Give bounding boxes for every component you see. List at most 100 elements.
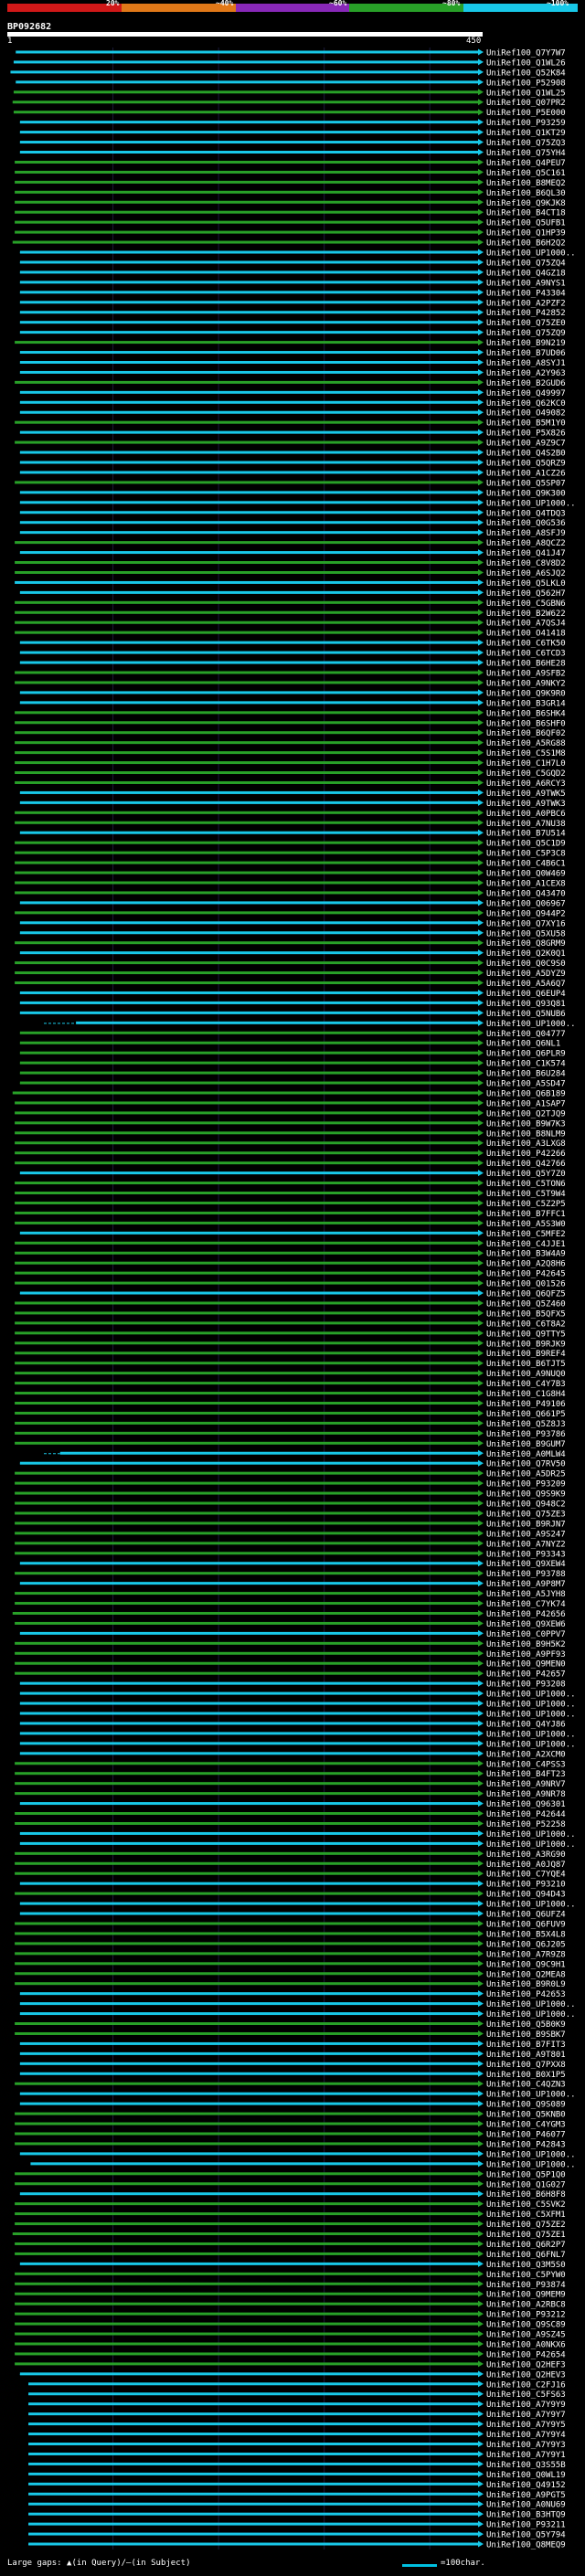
hit-bar — [15, 1301, 479, 1305]
hit-bar — [15, 1211, 479, 1214]
hit-arrow — [478, 1019, 484, 1026]
hit-arrow — [478, 1839, 484, 1847]
hit-bar — [15, 1782, 479, 1786]
hit-arrow — [478, 1390, 484, 1397]
hit-arrow — [478, 2480, 484, 2487]
hit-bar — [19, 2041, 479, 2045]
scale-label-60: ~60% — [329, 0, 347, 7]
scale-segment-40 — [121, 4, 236, 12]
hit-arrow — [478, 1109, 484, 1117]
hit-arrow — [478, 639, 484, 646]
hit-label: UniRef100_Q5LKL0 — [486, 579, 566, 588]
hit-bar — [15, 1491, 479, 1495]
hit-label: UniRef100_Q04777 — [486, 1030, 566, 1039]
hit-label: UniRef100_A1CZ26 — [486, 469, 566, 478]
hit-label: UniRef100_Q62KC0 — [486, 399, 566, 408]
hit-bar — [15, 1592, 479, 1595]
hit-bar — [15, 1372, 479, 1375]
hit-bar — [15, 1772, 479, 1776]
hit-bar — [15, 561, 479, 565]
hit-arrow — [478, 879, 484, 886]
hit-label: UniRef100_C5P3C8 — [486, 850, 566, 859]
hit-arrow — [478, 2520, 484, 2528]
hit-label: UniRef100_Q9XEW4 — [486, 1560, 566, 1569]
hit-label: UniRef100_P93212 — [486, 2311, 566, 2320]
hit-bar — [15, 1671, 479, 1675]
hit-label: UniRef100_UP1000.. — [486, 2091, 576, 2100]
scale-legend-text: =100char. — [441, 2559, 485, 2568]
hit-bar — [15, 2242, 479, 2245]
hit-label: UniRef100_Q4YJ86 — [486, 1720, 566, 1729]
hit-label: UniRef100_B6SHK4 — [486, 709, 566, 718]
hit-bar — [28, 2422, 479, 2426]
hit-label: UniRef100_C6T8A2 — [486, 1320, 566, 1329]
hit-arrow — [478, 378, 484, 386]
hit-arrow — [478, 459, 484, 466]
hit-bar — [28, 2542, 479, 2546]
hit-label: UniRef100_A6SJQ2 — [486, 569, 566, 578]
hit-label: UniRef100_Q3S55B — [486, 2461, 566, 2470]
hit-label: UniRef100_A3LXG8 — [486, 1140, 566, 1149]
hit-bar — [15, 190, 479, 194]
hit-arrow — [478, 1199, 484, 1206]
hit-label: UniRef100_Q5Z8J3 — [486, 1420, 566, 1429]
hit-arrow — [478, 158, 484, 165]
hit-arrow — [478, 168, 484, 175]
hit-label: UniRef100_P93209 — [486, 1480, 566, 1489]
hit-bar — [15, 1431, 479, 1435]
hit-arrow — [478, 2050, 484, 2057]
hit-bar — [15, 1861, 479, 1865]
hit-arrow — [478, 1639, 484, 1647]
hit-bar — [15, 580, 479, 584]
hit-arrow — [478, 1530, 484, 1537]
hit-bar — [15, 821, 479, 824]
hit-bar — [19, 1802, 479, 1806]
hit-bar — [15, 440, 479, 444]
hit-label: UniRef100_Q7XY16 — [486, 919, 566, 928]
hit-label: UniRef100_C2FJ16 — [486, 2380, 566, 2390]
hit-arrow — [478, 1540, 484, 1547]
hit-arrow — [478, 279, 484, 286]
hit-bar — [15, 2312, 479, 2316]
hit-bar — [15, 2302, 479, 2306]
hit-label: UniRef100_P42653 — [486, 1990, 566, 1999]
hit-bar — [15, 1552, 479, 1555]
hit-bar — [15, 1851, 479, 1855]
hit-label: UniRef100_C5PYW0 — [486, 2271, 566, 2280]
hit-label: UniRef100_Q0G536 — [486, 519, 566, 528]
hit-bar — [15, 1281, 479, 1285]
hit-label: UniRef100_C5S1M8 — [486, 749, 566, 758]
hit-arrow — [478, 2080, 484, 2087]
hit-arrow — [478, 2530, 484, 2538]
hit-label: UniRef100_Q6NL1 — [486, 1040, 560, 1049]
hit-arrow — [478, 1209, 484, 1216]
hit-bar — [15, 170, 479, 174]
hit-bar — [15, 2272, 479, 2275]
hit-label: UniRef100_A0NKX6 — [486, 2340, 566, 2349]
hit-bar — [19, 1291, 479, 1295]
hit-bar — [15, 711, 479, 715]
hit-arrow — [478, 1930, 484, 1937]
hit-label: UniRef100_Q948C2 — [486, 1500, 566, 1510]
scale-label-40: ~40% — [216, 0, 234, 7]
hit-label: UniRef100_B6TJT5 — [486, 1360, 566, 1369]
hit-bar — [15, 851, 479, 854]
hit-label: UniRef100_A7R9Z8 — [486, 1950, 566, 1959]
hit-label: UniRef100_C8V8D2 — [486, 559, 566, 568]
hit-bar — [28, 2452, 479, 2455]
hit-label: UniRef100_P43304 — [486, 289, 566, 298]
hit-bar — [19, 311, 479, 314]
hit-label: UniRef100_C4JJE1 — [486, 1240, 566, 1249]
hit-label: UniRef100_C6TK50 — [486, 640, 566, 649]
hit-label: UniRef100_B8NLM9 — [486, 1129, 566, 1139]
hit-bar — [76, 1021, 479, 1024]
hit-label: UniRef100_A8SYJ1 — [486, 359, 566, 368]
hit-label: UniRef100_Q9SC89 — [486, 2321, 566, 2330]
hit-bar — [15, 1972, 479, 1976]
hit-label: UniRef100_C4Y7B3 — [486, 1380, 566, 1389]
hit-arrow — [478, 1890, 484, 1897]
hit-bar — [19, 1071, 479, 1075]
hit-bar — [19, 991, 479, 994]
hit-label: UniRef100_Q9MEN0 — [486, 1660, 566, 1670]
hit-arrow — [478, 259, 484, 266]
